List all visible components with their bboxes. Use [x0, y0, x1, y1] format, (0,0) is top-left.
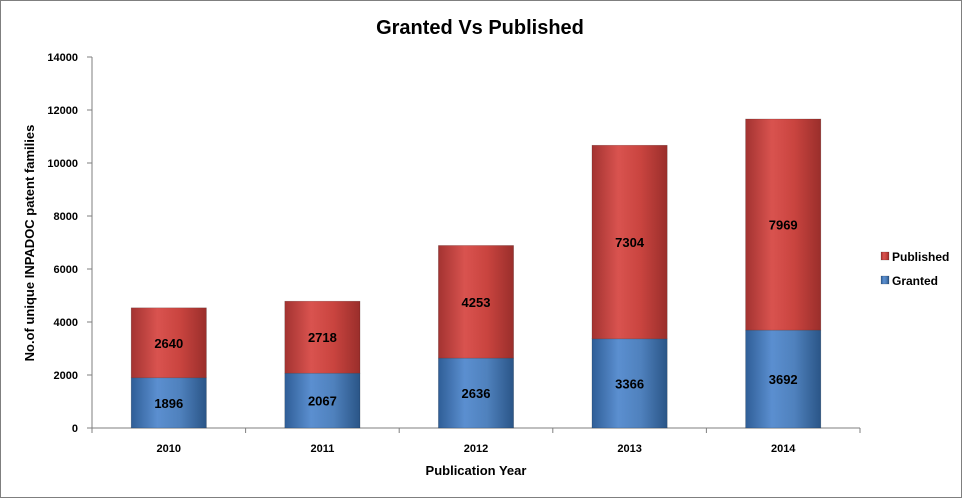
- x-tick-label: 2011: [310, 443, 334, 455]
- legend-label-granted: Granted: [892, 274, 938, 288]
- data-label-published: 4253: [462, 295, 491, 310]
- data-label-granted: 2067: [308, 394, 337, 409]
- y-tick-label: 12000: [47, 105, 78, 117]
- legend-swatch-granted: [880, 275, 890, 285]
- x-tick-label: 2010: [157, 443, 181, 455]
- legend-swatch-published: [880, 251, 890, 261]
- legend-label-published: Published: [892, 250, 949, 264]
- data-label-published: 2640: [154, 336, 183, 351]
- bar-series-group: 1896 2640 2067 2718 2636 4253 3366 7304 3692 7969: [130, 118, 822, 429]
- y-tick-label: 10000: [47, 158, 78, 170]
- x-tick-label: 2013: [617, 443, 641, 455]
- x-axis-ticks: 2010 2011 2012 2013 2014: [91, 428, 861, 455]
- data-label-published: 2718: [308, 330, 337, 345]
- bar-published: [591, 144, 668, 340]
- y-tick-label: 0: [72, 423, 78, 435]
- bar-granted: [591, 338, 668, 429]
- bar-granted: [130, 377, 207, 429]
- y-tick-label: 6000: [54, 264, 78, 276]
- data-label-granted: 3366: [615, 376, 644, 391]
- data-label-granted: 2636: [462, 386, 491, 401]
- y-tick-label: 4000: [54, 317, 78, 329]
- bar-published: [284, 300, 361, 374]
- y-tick-label: 14000: [47, 52, 78, 64]
- y-tick-label: 2000: [54, 370, 78, 382]
- bar-published: [438, 245, 514, 359]
- x-tick-label: 2014: [771, 443, 796, 455]
- data-label-granted: 3692: [769, 372, 798, 387]
- y-tick-label: 8000: [54, 211, 78, 223]
- x-tick-label: 2012: [464, 443, 488, 455]
- y-axis-ticks: 0 2000 4000 6000 8000 10000 12000 14000: [47, 52, 92, 435]
- chart-title: Granted Vs Published: [376, 17, 584, 39]
- legend: Published Granted: [880, 250, 949, 288]
- x-axis-title: Publication Year: [426, 463, 527, 478]
- bar-published: [130, 307, 207, 379]
- data-label-granted: 1896: [154, 396, 183, 411]
- bar-published: [745, 118, 822, 331]
- data-label-published: 7969: [769, 218, 798, 233]
- y-axis-title: No.of unique INPADOC patent families: [22, 125, 37, 362]
- data-label-published: 7304: [615, 235, 645, 250]
- bar-granted: [284, 372, 361, 429]
- bar-granted: [745, 329, 822, 429]
- bar-granted: [438, 357, 514, 429]
